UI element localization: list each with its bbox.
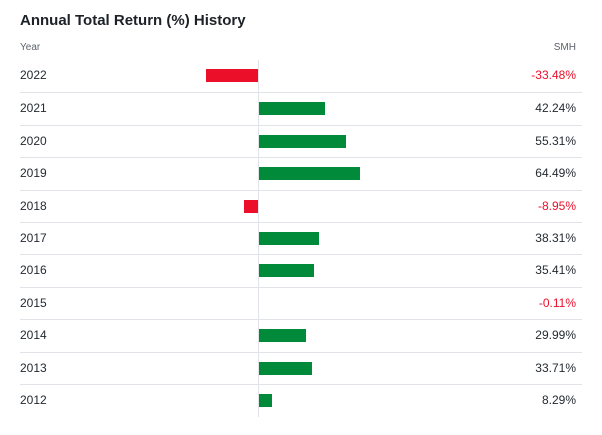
bar — [259, 167, 360, 181]
table-row: 2014 29.99% — [20, 319, 582, 353]
value-label: 35.41% — [535, 263, 576, 278]
value-label: 29.99% — [535, 328, 576, 343]
value-label: -8.95% — [537, 198, 576, 213]
zero-axis-line — [258, 125, 259, 158]
value-label: -0.11% — [538, 295, 576, 310]
table-row: 2017 38.31% — [20, 222, 582, 255]
table-row: 2016 35.41% — [20, 254, 582, 288]
value-label: -33.48% — [531, 68, 576, 82]
chart-title: Annual Total Return (%) History — [20, 12, 246, 29]
value-label: 42.24% — [535, 101, 576, 116]
bar — [259, 361, 312, 375]
bar — [258, 297, 259, 310]
year-column-header: Year — [20, 42, 41, 53]
year-label: 2018 — [20, 198, 47, 213]
zero-axis-line — [258, 223, 259, 255]
bar — [205, 69, 258, 82]
table-row: 2015 -0.11% — [20, 286, 582, 320]
zero-axis-line — [258, 190, 259, 223]
zero-axis-line — [258, 385, 259, 417]
zero-axis-line — [258, 93, 259, 126]
year-label: 2021 — [20, 101, 47, 116]
year-label: 2015 — [20, 295, 47, 310]
zero-axis-line — [258, 255, 259, 288]
zero-axis-line — [258, 320, 259, 353]
zero-axis-line — [258, 158, 259, 191]
year-label: 2012 — [20, 393, 47, 407]
bar — [259, 329, 306, 343]
value-label: 8.29% — [541, 393, 576, 407]
year-label: 2022 — [20, 68, 47, 82]
year-label: 2019 — [20, 166, 47, 181]
bar — [243, 199, 258, 213]
table-row: 2018 -8.95% — [20, 189, 582, 223]
bar — [259, 394, 272, 407]
table-row: 2013 33.71% — [20, 351, 582, 385]
year-label: 2017 — [20, 231, 47, 245]
table-row: 2022 -33.48% — [20, 60, 582, 92]
bar — [259, 102, 326, 116]
table-row: 2021 42.24% — [20, 92, 582, 126]
zero-axis-line — [258, 352, 259, 385]
bar — [259, 134, 346, 148]
value-label: 64.49% — [535, 166, 576, 181]
table-row: 2020 55.31% — [20, 124, 582, 158]
year-label: 2020 — [20, 133, 47, 148]
year-label: 2016 — [20, 263, 47, 278]
year-label: 2013 — [20, 360, 47, 375]
table-row: 2012 8.29% — [20, 384, 582, 417]
table-row: 2019 64.49% — [20, 157, 582, 191]
series-column-header: SMH — [553, 42, 576, 53]
bar — [259, 232, 319, 245]
value-label: 38.31% — [535, 231, 576, 245]
zero-axis-line — [258, 60, 259, 92]
value-label: 55.31% — [535, 133, 576, 148]
zero-axis-line — [258, 287, 259, 320]
value-label: 33.71% — [535, 360, 576, 375]
year-label: 2014 — [20, 328, 47, 343]
bar — [259, 264, 315, 278]
